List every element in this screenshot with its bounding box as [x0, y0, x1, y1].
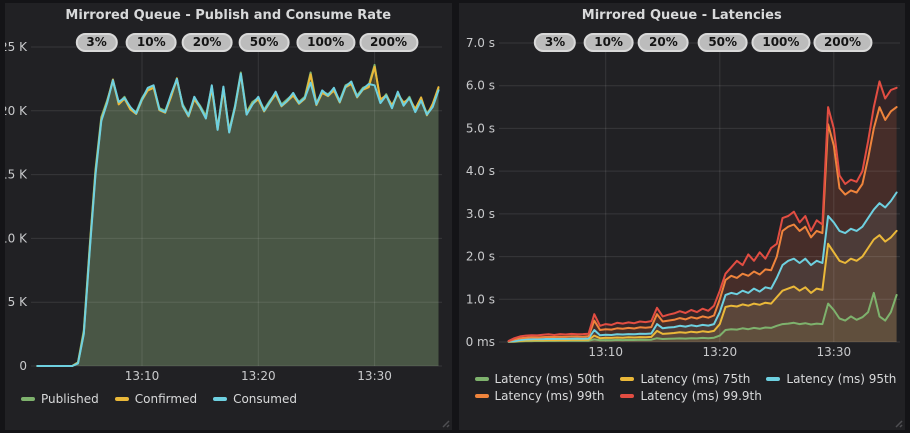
- y-axis-tick-label: 20 K: [5, 104, 28, 118]
- legend-label: Published: [41, 392, 99, 406]
- chart-area-latencies: 3% 10% 20% 50% 100% 200% 0 ms 1.0 s 2.0 s 3.0 s 4…: [459, 29, 906, 369]
- legend-item[interactable]: Latency (ms) 50th: [474, 372, 605, 386]
- panel-title[interactable]: Mirrored Queue - Publish and Consume Rat…: [65, 8, 392, 23]
- y-axis-tick-label: 1.0 s: [465, 292, 494, 306]
- legend-swatch-icon: [213, 397, 228, 401]
- legend-latencies: Latency (ms) 50th Latency (ms) 75th Latenc…: [459, 372, 906, 403]
- legend-swatch-icon: [474, 377, 489, 381]
- legend-label: Latency (ms) 99.9th: [640, 389, 762, 403]
- legend-label: Latency (ms) 95th: [786, 372, 897, 386]
- annotation-badge-10pct[interactable]: 10%: [125, 33, 177, 52]
- y-axis-tick-label: 7.0 s: [465, 36, 494, 50]
- series-line: [507, 191, 898, 343]
- panel-latencies: Mirrored Queue - Latencies 3% 10% 20% 50% 10…: [458, 3, 906, 430]
- y-axis-tick-label: 2.0 s: [465, 250, 494, 264]
- y-axis-tick-label: 0 ms: [465, 335, 494, 349]
- y-axis-tick-label: 0: [19, 359, 27, 373]
- panel-title[interactable]: Mirrored Queue - Latencies: [581, 8, 782, 23]
- legend-swatch-icon: [620, 377, 635, 381]
- annotation-badge-20pct[interactable]: 20%: [638, 33, 689, 52]
- annotation-badge-10pct[interactable]: 10%: [583, 33, 634, 52]
- legend-label: Confirmed: [134, 392, 198, 406]
- x-axis-tick-label: 13:10: [125, 369, 160, 383]
- legend-swatch-icon: [620, 394, 635, 398]
- chart-area-publish-consume: 3% 10%20% 50% 100%200% 0 5 K 10 K 15 K 20 K 25 K…: [5, 29, 452, 389]
- legend-swatch-icon: [766, 377, 781, 381]
- legend-item[interactable]: Latency (ms) 75th: [620, 372, 750, 386]
- y-axis-tick-label: 6.0 s: [465, 79, 494, 93]
- series-line: [36, 72, 440, 367]
- y-axis-tick-label: 4.0 s: [465, 164, 494, 178]
- y-axis-tick-label: 5 K: [8, 295, 28, 309]
- legend-swatch-icon: [21, 397, 35, 401]
- series-line: [507, 106, 898, 343]
- x-axis-tick-label: 13:10: [588, 345, 623, 359]
- y-axis-tick-label: 15 K: [5, 168, 28, 182]
- annotation-badge-50pct[interactable]: 50%: [238, 33, 290, 52]
- legend-publish-consume: Published Confirmed Consumed: [5, 392, 452, 406]
- panel-publish-consume-rate: Mirrored Queue - Publish and Consume Rat…: [5, 3, 452, 430]
- y-axis-tick-label: 3.0 s: [465, 207, 494, 221]
- legend-item[interactable]: Latency (ms) 99th: [474, 389, 605, 403]
- latencies-chart[interactable]: 0 ms 1.0 s 2.0 s 3.0 s 4.0 s 5.0 s 6.0 s 7.0 s 1…: [459, 29, 904, 369]
- legend-item[interactable]: Published: [21, 392, 99, 406]
- legend-swatch-icon: [114, 397, 129, 401]
- legend-item[interactable]: Consumed: [213, 392, 297, 406]
- y-axis-tick-label: 25 K: [5, 40, 28, 54]
- legend-label: Latency (ms) 99th: [494, 389, 605, 403]
- panel-resize-handle-icon[interactable]: [441, 419, 450, 428]
- x-axis-tick-label: 13:20: [241, 369, 276, 383]
- x-axis-tick-label: 13:30: [816, 345, 851, 359]
- legend-swatch-icon: [474, 394, 489, 398]
- panel-resize-handle-icon[interactable]: [894, 419, 903, 428]
- annotation-badge-200pct[interactable]: 200%: [812, 33, 873, 52]
- y-axis-tick-label: 10 K: [5, 231, 28, 245]
- annotation-badge-3pct[interactable]: 3%: [533, 33, 577, 52]
- series-line: [507, 229, 898, 343]
- legend-label: Consumed: [233, 392, 297, 406]
- legend-item[interactable]: Confirmed: [114, 392, 198, 406]
- x-axis-tick-label: 13:20: [702, 345, 737, 359]
- legend-item[interactable]: Latency (ms) 99.9th: [620, 389, 762, 403]
- x-axis-tick-label: 13:30: [357, 369, 392, 383]
- y-axis-tick-label: 5.0 s: [465, 121, 494, 135]
- legend-item[interactable]: Latency (ms) 95th: [766, 372, 896, 386]
- legend-label: Latency (ms) 50th: [494, 372, 605, 386]
- annotation-badge-200pct[interactable]: 200%: [358, 33, 419, 52]
- annotation-badge-100pct[interactable]: 100%: [296, 33, 356, 52]
- series-line: [507, 80, 898, 342]
- legend-label: Latency (ms) 75th: [640, 372, 751, 386]
- annotation-badge-100pct[interactable]: 100%: [751, 33, 811, 52]
- annotation-badge-3pct[interactable]: 3%: [75, 33, 118, 52]
- annotation-badge-20pct[interactable]: 20%: [181, 33, 233, 52]
- annotation-badge-50pct[interactable]: 50%: [697, 33, 749, 52]
- publish-consume-rate-chart[interactable]: 0 5 K 10 K 15 K 20 K 25 K 13:10 13:20 13:30: [5, 29, 446, 389]
